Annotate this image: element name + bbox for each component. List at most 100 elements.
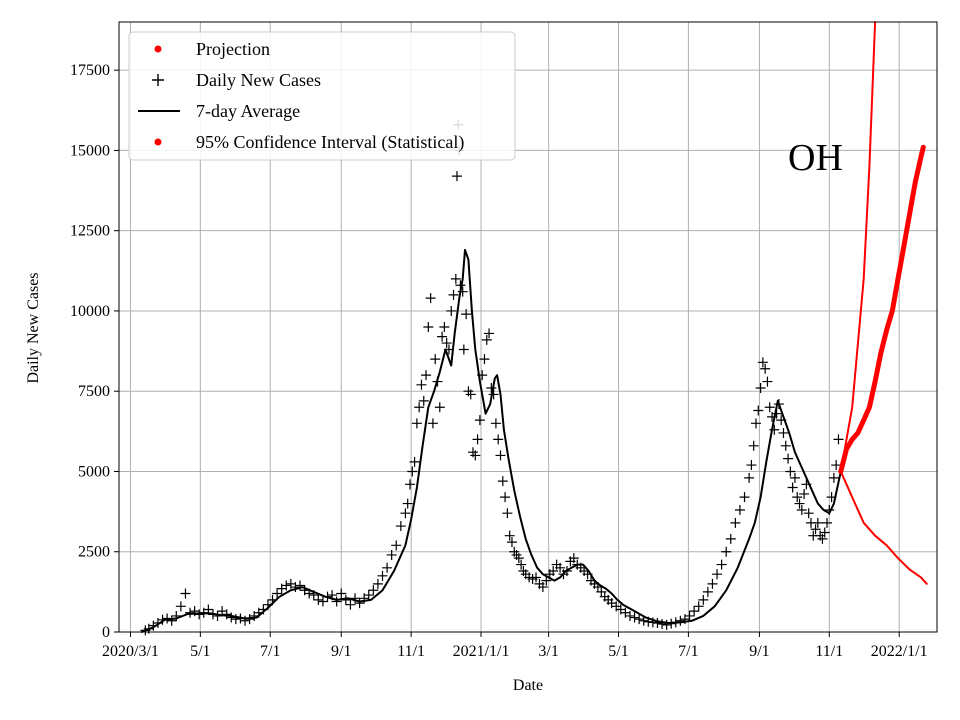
daily-case-point [450,273,461,284]
daily-case-point [458,344,469,355]
daily-case-point [504,530,515,541]
plot-frame [118,21,938,633]
daily-case-point [493,434,504,445]
daily-case-point [439,322,450,332]
daily-case-point [506,537,517,548]
daily-case-point [395,521,406,532]
daily-case-point [409,456,420,467]
daily-case-point [484,328,495,339]
daily-case-point [760,363,771,374]
x-tick-label: 2022/1/1 [871,643,928,660]
daily-case-point [513,553,524,564]
y-tick-label: 12500 [70,223,110,240]
daily-case-point [317,596,328,607]
daily-case-point [411,418,422,429]
daily-case-point [421,370,432,381]
daily-case-point [407,466,418,477]
daily-case-point [716,559,727,570]
x-tick-label: 5/1 [608,643,628,660]
daily-case-point [180,588,191,599]
daily-case-point [434,402,445,413]
daily-case-point [541,575,552,586]
daily-case-point [404,479,415,490]
x-tick-label: 5/1 [190,643,210,660]
daily-case-point [702,586,713,597]
y-tick-label: 2500 [78,544,110,561]
daily-case-point [712,569,723,580]
daily-case-point [451,171,462,182]
daily-case-point [783,453,794,464]
daily-case-point [486,383,497,393]
daily-case-point [799,488,810,499]
daily-case-point [684,610,695,621]
daily-case-point [363,590,374,601]
legend-label: Daily New Cases [196,70,321,90]
daily-case-point [295,580,306,591]
daily-case-point [502,508,513,519]
daily-case-point [400,508,411,519]
daily-case-point [661,619,672,630]
daily-case-point [240,615,251,626]
legend-plus-marker [152,74,164,86]
x-tick-label: 7/1 [260,643,280,660]
daily-case-point [446,305,457,316]
daily-case-point [831,460,842,471]
daily-case-point [386,549,397,560]
daily-case-point [634,614,645,625]
daily-case-point [730,517,741,528]
daily-case-point [437,331,448,342]
daily-case-point [833,434,844,445]
daily-case-point [652,618,663,629]
daily-case-point [372,578,383,589]
daily-case-point [281,580,292,591]
legend-label: Projection [196,39,270,59]
daily-case-point [470,450,481,461]
daily-case-point [345,599,356,610]
daily-case-point [568,553,579,564]
daily-case-point [812,517,823,528]
daily-case-point [423,322,434,332]
y-tick-label: 0 [102,624,110,641]
daily-case-point [497,476,508,487]
daily-case-point [425,293,436,304]
daily-case-point [516,559,527,570]
daily-case-point [794,498,805,509]
x-tick-label: 11/1 [815,643,843,660]
daily-case-point [430,354,441,365]
daily-case-point [707,578,718,589]
daily-case-point [675,615,686,626]
daily-case-point [490,418,501,429]
x-tick-label: 9/1 [331,643,351,660]
daily-case-point [739,492,750,503]
daily-case-point [803,508,814,519]
daily-case-point [226,612,237,623]
daily-case-point [780,440,791,451]
x-tick-label: 2021/1/1 [453,643,510,660]
daily-case-point [746,460,757,471]
daily-case-point [764,402,775,413]
daily-case-point [657,618,668,629]
daily-case-point [377,570,388,581]
series-line [838,144,926,474]
daily-case-point [472,434,483,445]
daily-case-point [796,505,807,515]
y-tick-label: 17500 [70,62,110,79]
daily-case-point [465,389,476,400]
daily-case-point [500,492,511,503]
daily-case-point [789,472,800,483]
y-tick-label: 10000 [70,303,110,320]
legend-dot-marker [154,138,162,146]
daily-case-point [474,415,485,426]
daily-case-point [354,598,365,609]
daily-case-point [479,354,490,365]
x-tick-label: 3/1 [538,643,558,660]
legend-dot-marker [154,45,162,53]
daily-case-point [817,533,828,544]
daily-case-point [531,572,542,583]
daily-case-point [792,492,803,503]
legend-box [128,31,516,161]
daily-case-point [778,427,789,438]
daily-case-point [495,450,506,461]
daily-case-point [762,376,773,387]
